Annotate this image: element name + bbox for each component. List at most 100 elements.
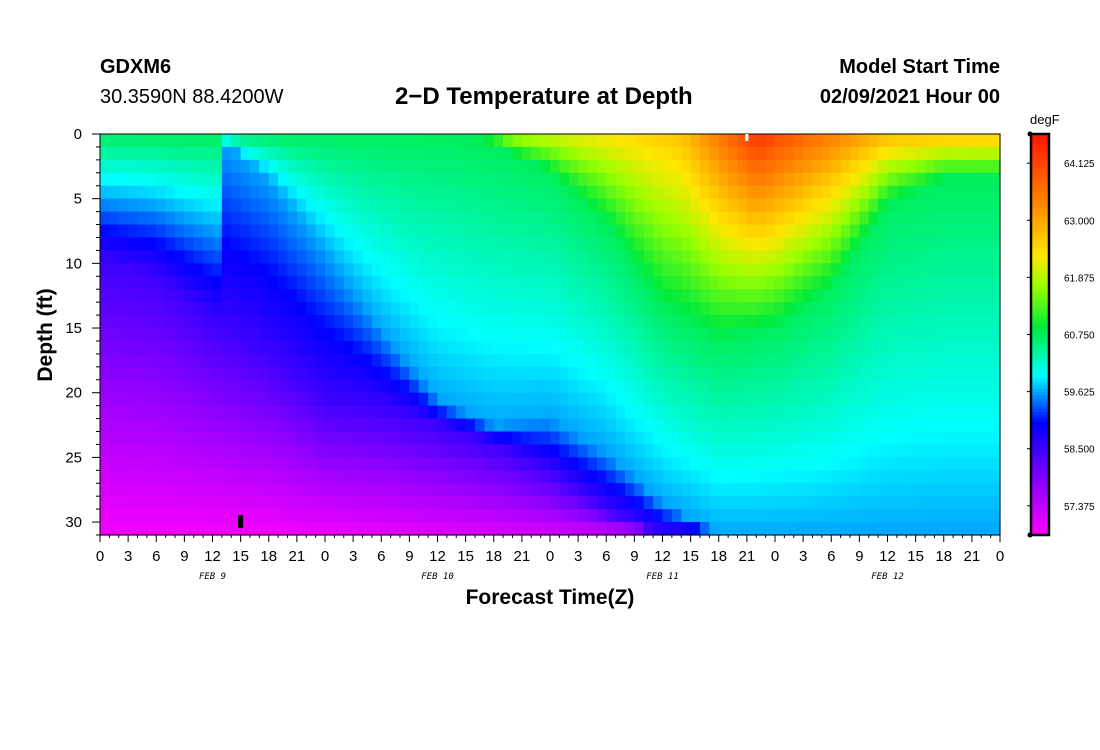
heatmap-cell: [540, 522, 551, 536]
heatmap-cell: [559, 224, 570, 239]
heatmap-cell: [109, 224, 120, 239]
heatmap-cell: [334, 328, 345, 342]
heatmap-cell: [193, 250, 204, 264]
heatmap-cell: [868, 198, 879, 213]
colorbar-segment: [1031, 501, 1049, 506]
heatmap-cell: [990, 470, 1001, 484]
heatmap-cell: [634, 302, 645, 316]
heatmap-cell: [700, 263, 710, 277]
heatmap-cell: [615, 198, 626, 213]
heatmap-cell: [400, 457, 410, 471]
heatmap-cell: [690, 172, 701, 187]
heatmap-cell: [437, 431, 448, 446]
heatmap-cell: [756, 431, 767, 446]
colorbar-segment: [1031, 414, 1049, 419]
heatmap-cell: [475, 159, 485, 174]
heatmap-cell: [353, 431, 364, 446]
heatmap-cell: [353, 159, 364, 174]
heatmap-cell: [109, 211, 120, 226]
heatmap-cell: [409, 431, 420, 446]
heatmap-cell: [118, 379, 129, 394]
heatmap-cell: [981, 509, 992, 523]
heatmap-cell: [381, 366, 392, 381]
heatmap-cell: [925, 431, 935, 446]
heatmap-cell: [390, 237, 401, 252]
heatmap-cell: [859, 172, 870, 187]
heatmap-cell: [690, 444, 701, 458]
heatmap-cell: [606, 431, 617, 446]
heatmap-cell: [596, 263, 607, 277]
heatmap-cell: [512, 328, 523, 342]
heatmap-cell: [653, 392, 664, 407]
heatmap-cell: [137, 289, 148, 303]
heatmap-cell: [165, 379, 176, 394]
heatmap-cell: [465, 198, 476, 213]
heatmap-cell: [653, 522, 664, 536]
heatmap-cell: [409, 134, 420, 148]
heatmap-cell: [221, 172, 232, 187]
heatmap-cell: [700, 496, 710, 510]
heatmap-cell: [756, 237, 767, 252]
heatmap-cell: [165, 366, 176, 381]
heatmap-cell: [212, 405, 223, 420]
heatmap-cell: [521, 328, 532, 342]
heatmap-cell: [315, 328, 326, 342]
heatmap-cell: [437, 224, 448, 239]
heatmap-cell: [878, 405, 889, 420]
heatmap-cell: [812, 470, 823, 484]
heatmap-cell: [934, 405, 945, 420]
heatmap-cell: [109, 496, 120, 510]
heatmap-cell: [709, 470, 720, 484]
heatmap-cell: [765, 496, 776, 510]
heatmap-cell: [550, 315, 560, 329]
heatmap-cell: [146, 444, 157, 458]
heatmap-cell: [615, 470, 626, 484]
heatmap-cell: [118, 302, 129, 316]
heatmap-cell: [634, 315, 645, 329]
heatmap-cell: [175, 444, 185, 458]
heatmap-cell: [990, 509, 1001, 523]
colorbar-tick-label: 59.625: [1064, 388, 1095, 399]
heatmap-cell: [990, 289, 1001, 303]
heatmap-cell: [343, 496, 354, 510]
heatmap-cell: [559, 379, 570, 394]
heatmap-cell: [550, 263, 560, 277]
heatmap-cell: [521, 250, 532, 264]
heatmap-cell: [212, 263, 223, 277]
heatmap-cell: [540, 159, 551, 174]
heatmap-cell: [578, 146, 589, 161]
heatmap-cell: [165, 418, 176, 433]
heatmap-cell: [615, 483, 626, 497]
heatmap-cell: [568, 134, 579, 148]
heatmap-cell: [221, 353, 232, 368]
heatmap-cell: [634, 522, 645, 536]
heatmap-cell: [484, 289, 495, 303]
heatmap-cell: [175, 379, 185, 394]
heatmap-cell: [540, 444, 551, 458]
heatmap-cell: [643, 522, 654, 536]
heatmap-cell: [315, 379, 326, 394]
heatmap-cell: [700, 483, 710, 497]
heatmap-cell: [465, 134, 476, 148]
heatmap-cell: [400, 250, 410, 264]
heatmap-cell: [896, 328, 907, 342]
heatmap-cell: [971, 237, 982, 252]
heatmap-cell: [821, 509, 832, 523]
heatmap-cell: [718, 250, 729, 264]
heatmap-cell: [934, 198, 945, 213]
heatmap-cell: [381, 483, 392, 497]
heatmap-cell: [671, 340, 682, 355]
heatmap-cell: [437, 496, 448, 510]
heatmap-cell: [990, 263, 1001, 277]
heatmap-cell: [381, 276, 392, 290]
heatmap-cell: [503, 315, 514, 329]
heatmap-cell: [184, 211, 195, 226]
colorbar-tick-label: 60.750: [1064, 331, 1095, 342]
heatmap-cell: [503, 172, 514, 187]
heatmap-cell: [100, 289, 110, 303]
heatmap-cell: [812, 457, 823, 471]
heatmap-cell: [193, 457, 204, 471]
heatmap-cell: [643, 470, 654, 484]
heatmap-cell: [212, 134, 223, 148]
heatmap-cell: [465, 405, 476, 420]
